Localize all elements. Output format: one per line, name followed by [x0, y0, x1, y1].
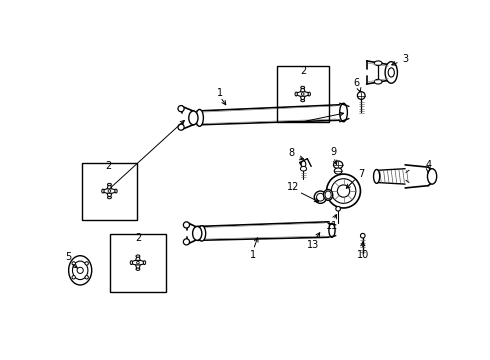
- Ellipse shape: [331, 179, 356, 203]
- Ellipse shape: [340, 103, 347, 122]
- Ellipse shape: [323, 189, 333, 200]
- Ellipse shape: [374, 61, 382, 66]
- Ellipse shape: [198, 226, 206, 241]
- Ellipse shape: [137, 261, 139, 264]
- Ellipse shape: [107, 184, 112, 198]
- Ellipse shape: [178, 124, 184, 130]
- Ellipse shape: [103, 189, 116, 193]
- Ellipse shape: [136, 255, 140, 257]
- Ellipse shape: [295, 92, 297, 96]
- Ellipse shape: [73, 261, 88, 280]
- Ellipse shape: [373, 170, 380, 183]
- Ellipse shape: [189, 111, 198, 125]
- Text: 12: 12: [287, 182, 300, 192]
- Ellipse shape: [143, 261, 146, 265]
- Ellipse shape: [130, 261, 133, 265]
- Text: 8: 8: [289, 148, 295, 158]
- Ellipse shape: [102, 189, 104, 193]
- Ellipse shape: [385, 62, 397, 83]
- Ellipse shape: [325, 191, 331, 199]
- Text: 2: 2: [300, 66, 307, 76]
- Text: 10: 10: [357, 250, 369, 260]
- Text: 2: 2: [135, 233, 141, 243]
- Ellipse shape: [300, 87, 305, 100]
- Text: 9: 9: [330, 147, 337, 157]
- Text: 7: 7: [358, 169, 365, 179]
- Text: 1: 1: [217, 88, 223, 98]
- Ellipse shape: [183, 239, 190, 245]
- Polygon shape: [197, 105, 340, 125]
- Ellipse shape: [357, 92, 365, 99]
- Ellipse shape: [300, 166, 307, 171]
- Ellipse shape: [427, 169, 437, 184]
- Bar: [110, 234, 166, 292]
- Polygon shape: [197, 222, 328, 240]
- Ellipse shape: [326, 174, 361, 208]
- Ellipse shape: [337, 185, 350, 197]
- Ellipse shape: [196, 109, 203, 126]
- Ellipse shape: [314, 191, 327, 203]
- Ellipse shape: [301, 99, 305, 102]
- Ellipse shape: [193, 226, 202, 240]
- Text: 11: 11: [326, 221, 338, 231]
- Ellipse shape: [296, 92, 309, 96]
- Ellipse shape: [115, 189, 117, 193]
- Ellipse shape: [329, 223, 335, 237]
- Text: 1: 1: [249, 250, 256, 260]
- Ellipse shape: [85, 262, 88, 265]
- Ellipse shape: [334, 168, 342, 174]
- Ellipse shape: [107, 183, 111, 186]
- Bar: [276, 66, 329, 122]
- Ellipse shape: [334, 161, 343, 169]
- Text: 2: 2: [105, 161, 112, 171]
- Text: 13: 13: [307, 240, 319, 250]
- Ellipse shape: [301, 86, 305, 89]
- Text: 4: 4: [425, 160, 431, 170]
- Ellipse shape: [183, 222, 190, 228]
- Ellipse shape: [374, 80, 382, 84]
- Ellipse shape: [72, 262, 75, 265]
- Ellipse shape: [317, 193, 324, 201]
- Ellipse shape: [301, 161, 306, 167]
- Ellipse shape: [72, 276, 75, 279]
- Ellipse shape: [178, 105, 184, 112]
- Ellipse shape: [361, 233, 365, 238]
- Ellipse shape: [336, 206, 341, 211]
- Ellipse shape: [77, 267, 83, 274]
- Text: 5: 5: [66, 252, 72, 262]
- Ellipse shape: [69, 256, 92, 285]
- Ellipse shape: [136, 268, 140, 270]
- Ellipse shape: [301, 93, 304, 95]
- Text: 6: 6: [354, 78, 360, 88]
- Bar: [82, 163, 137, 220]
- Ellipse shape: [108, 190, 111, 192]
- Text: 3: 3: [402, 54, 408, 64]
- Ellipse shape: [308, 92, 311, 96]
- Ellipse shape: [388, 68, 394, 77]
- Ellipse shape: [85, 276, 88, 279]
- Ellipse shape: [107, 197, 111, 199]
- Ellipse shape: [136, 256, 140, 269]
- Ellipse shape: [131, 260, 145, 265]
